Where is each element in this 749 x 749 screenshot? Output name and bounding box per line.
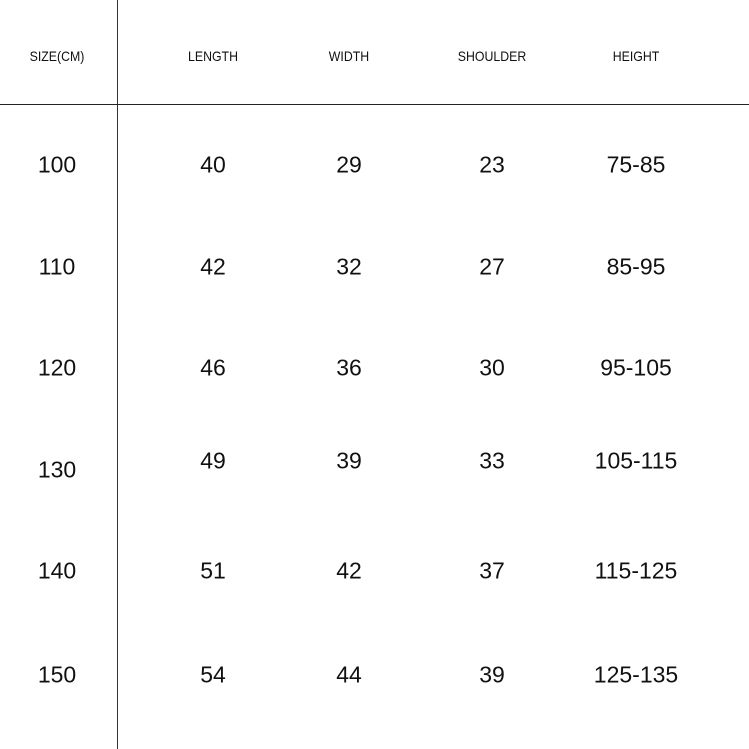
cell-shoulder: 23 (479, 151, 505, 178)
cell-shoulder: 37 (479, 557, 505, 584)
cell-length: 46 (200, 354, 226, 381)
cell-length: 51 (200, 557, 226, 584)
cell-width: 44 (336, 661, 362, 688)
header-shoulder: SHOULDER (457, 48, 527, 64)
cell-shoulder: 27 (479, 253, 505, 280)
cell-width: 39 (336, 447, 362, 474)
cell-height: 125-135 (593, 661, 679, 688)
cell-height: 105-115 (594, 447, 678, 474)
cell-width: 36 (336, 354, 362, 381)
cell-height: 75-85 (606, 151, 666, 178)
cell-width: 32 (336, 253, 362, 280)
cell-length: 42 (200, 253, 226, 280)
cell-length: 40 (200, 151, 226, 178)
cell-size: 100 (37, 151, 77, 178)
cell-width: 42 (336, 557, 362, 584)
cell-size: 110 (38, 253, 76, 280)
cell-size: 150 (37, 661, 77, 688)
cell-shoulder: 33 (479, 447, 505, 474)
header-length: LENGTH (188, 48, 238, 64)
header-width: WIDTH (328, 48, 370, 64)
header-divider (0, 104, 749, 105)
cell-size: 120 (37, 354, 77, 381)
cell-size: 130 (37, 456, 77, 483)
cell-size: 140 (37, 557, 77, 584)
cell-height: 115-125 (594, 557, 678, 584)
cell-height: 95-105 (600, 354, 672, 381)
header-height: HEIGHT (612, 48, 660, 64)
column-divider (117, 0, 118, 749)
cell-shoulder: 30 (479, 354, 505, 381)
cell-height: 85-95 (606, 253, 666, 280)
cell-length: 54 (200, 661, 226, 688)
cell-width: 29 (336, 151, 362, 178)
header-size: SIZE(CM) (29, 48, 85, 64)
cell-length: 49 (200, 447, 226, 474)
cell-shoulder: 39 (479, 661, 505, 688)
